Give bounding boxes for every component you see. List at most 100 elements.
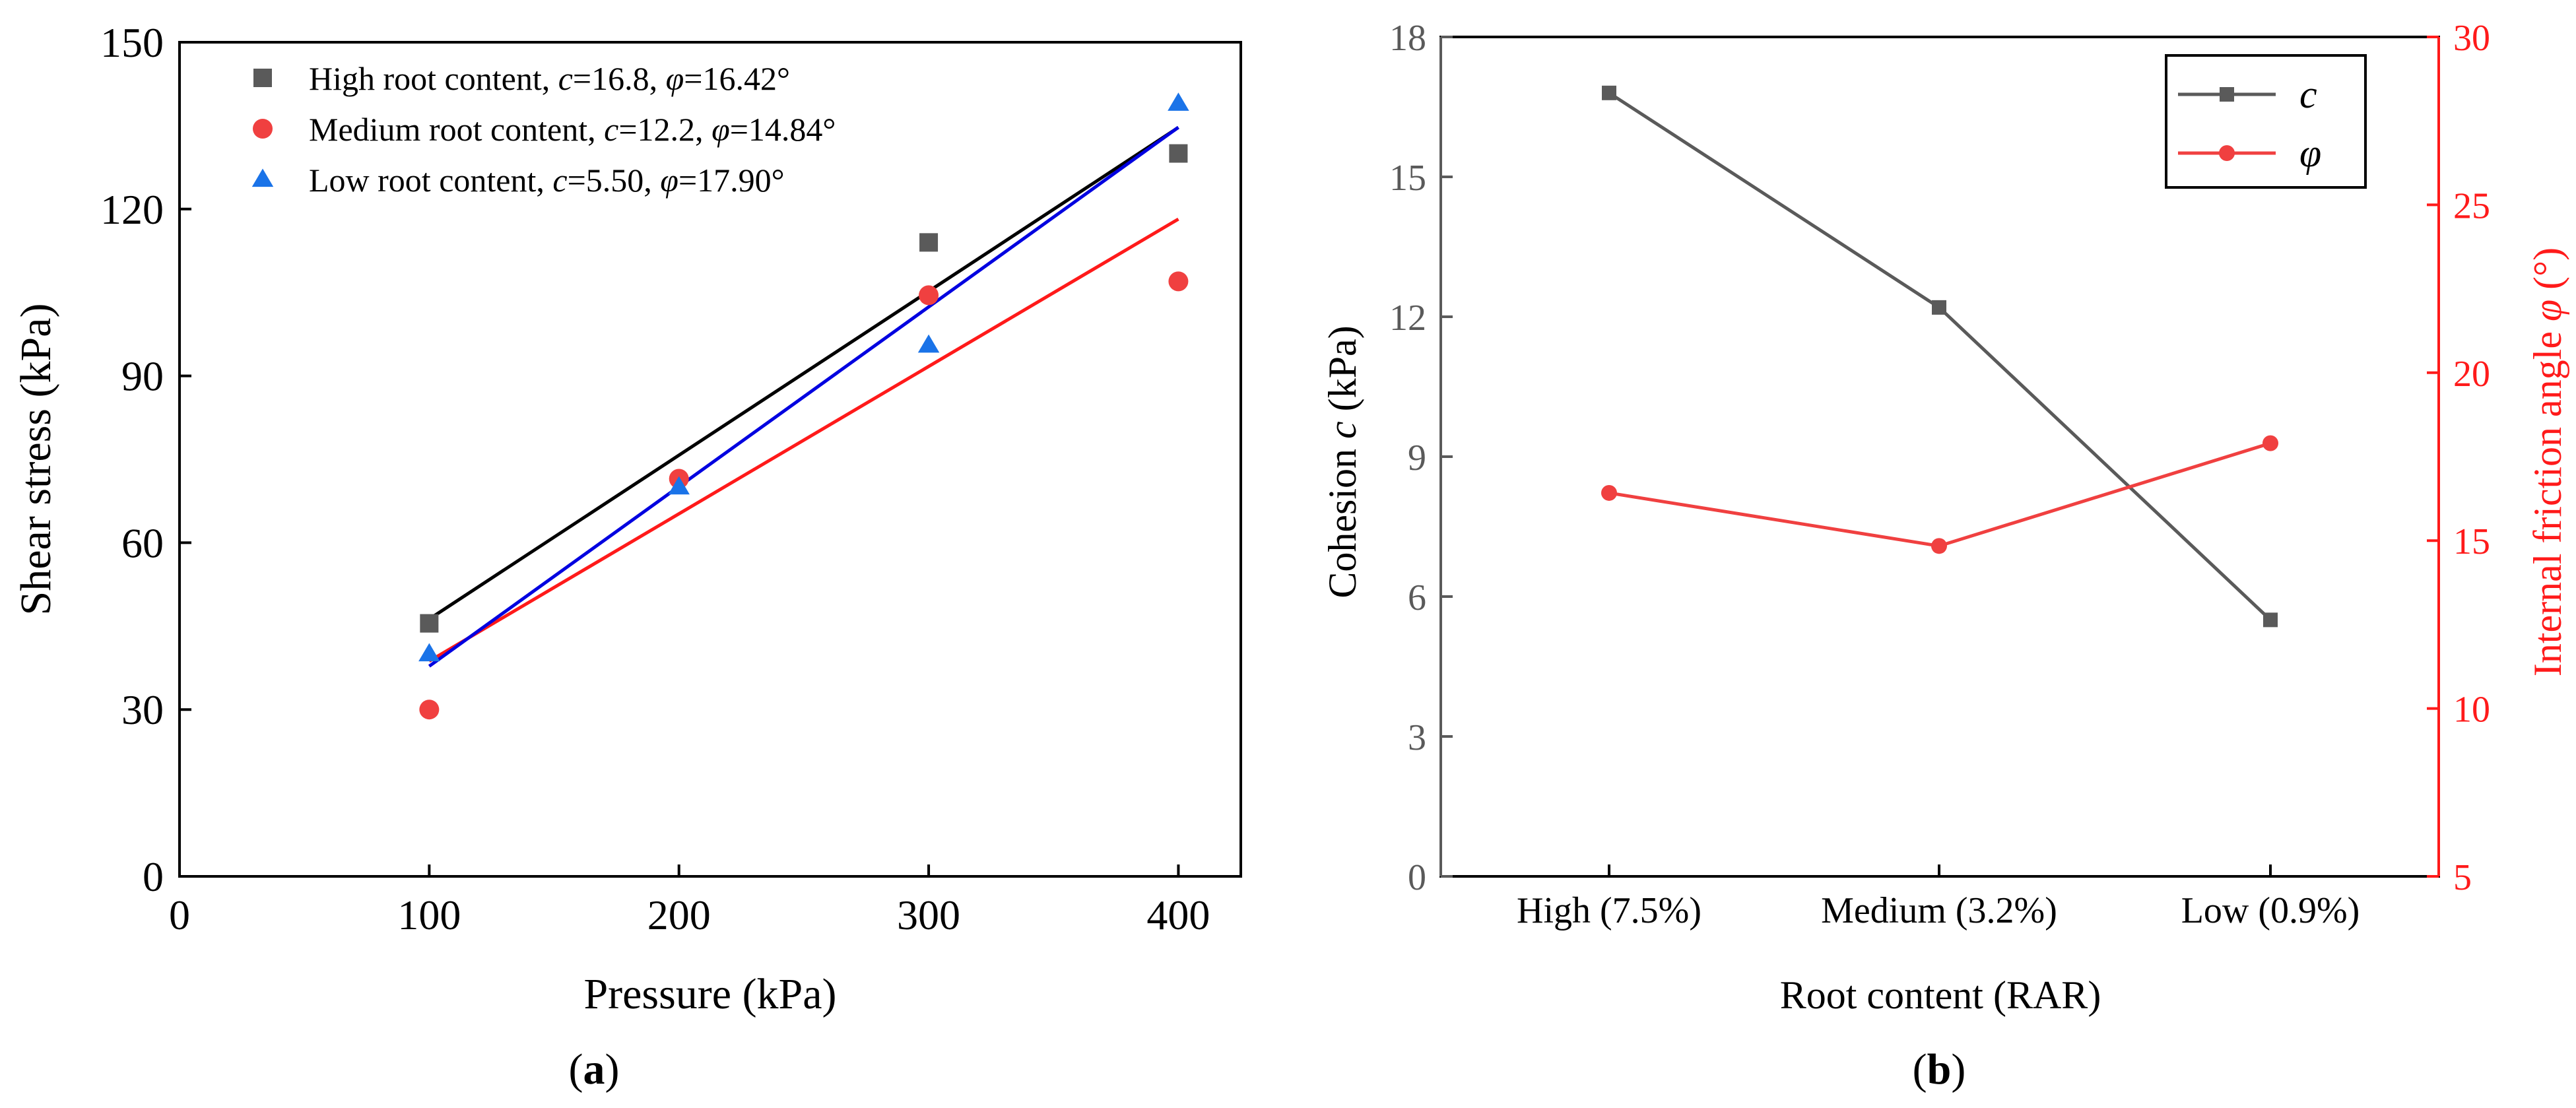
panel-a-legend-text-part: High root content,: [309, 60, 558, 97]
panel-a-legend-text-part: =5.50,: [568, 162, 661, 199]
panel-a-x-tick-label: 200: [647, 892, 711, 938]
panel-a-legend-text-part: =14.84°: [730, 111, 836, 148]
panel-b-left-y-tick-label: 15: [1389, 158, 1426, 199]
panel-a-x-tick-label: 0: [169, 892, 190, 938]
panel-a-legend-text-part: φ: [660, 162, 678, 199]
panel-a-legend-entry-medium: Medium root content, c=12.2, φ=14.84°: [309, 111, 836, 148]
panel-a-fit-line-high: [428, 126, 1179, 621]
panel-a-label: a: [583, 1045, 605, 1093]
panel-b-chart: 0 3 6 9 12 15 18 5 10 15 20 25 30 High (7.5%) Medium…: [1321, 18, 2569, 1093]
panel-b-point-phi: [1601, 484, 1617, 501]
panel-b-left-y-tick-label: 18: [1389, 18, 1426, 59]
panel-a-legend-text-part: =17.90°: [678, 162, 785, 199]
panel-a-legend-text-part: φ: [666, 60, 684, 97]
panel-b-right-y-title-symbol: φ: [2526, 300, 2569, 321]
panel-a-legend-entry-high: High root content, c=16.8, φ=16.42°: [309, 60, 790, 97]
panel-b-left-y-title-symbol: c: [1321, 421, 1364, 439]
panel-b-left-y-title-suffix: (kPa): [1321, 325, 1364, 421]
panel-a-x-axis-title: Pressure (kPa): [583, 970, 836, 1018]
panel-b-legend: cφ: [2165, 54, 2367, 189]
panel-b-legend-marker-c: [2220, 87, 2234, 102]
panel-b-point-phi: [2262, 435, 2278, 451]
panel-b-x-tick-label: High (7.5%): [1517, 890, 1701, 931]
panel-a-caption: (a): [569, 1045, 620, 1093]
panel-b-point-phi: [1931, 538, 1947, 554]
panel-a-legend-text-part: Medium root content,: [309, 111, 604, 148]
panel-a-y-ticks: 0 30 60 90 120 150: [100, 19, 191, 900]
panel-b-right-y-tick-label: 20: [2453, 354, 2490, 395]
panel-a-data-points: [418, 92, 1189, 720]
panel-a-legend-marker-low: [251, 168, 274, 187]
panel-a-point-high: [1169, 144, 1188, 163]
panel-a-point-high: [919, 233, 939, 252]
panel-a-legend-text-part: c: [552, 162, 567, 199]
panel-a-point-low: [418, 643, 440, 662]
panel-a-legend-text-part: =16.42°: [684, 60, 790, 97]
panel-b-left-y-tick-label: 0: [1408, 857, 1426, 898]
panel-b-right-y-title-suffix: (°): [2526, 247, 2569, 300]
panel-a-y-tick-label: 150: [100, 19, 164, 66]
panel-b-point-c: [1602, 85, 1616, 100]
panel-b-x-ticks: High (7.5%) Medium (3.2%) Low (0.9%): [1517, 864, 2360, 931]
panel-a-x-tick-label: 300: [897, 892, 960, 938]
panel-a-legend-text-part: φ: [711, 111, 730, 148]
panel-b-x-tick-label: Low (0.9%): [2181, 890, 2360, 931]
panel-a-y-tick-label: 30: [121, 686, 164, 733]
panel-a-fit-line-low: [428, 125, 1179, 668]
panel-b-right-y-tick-label: 15: [2453, 521, 2490, 562]
panel-b-right-y-title-prefix: Internal friction angle: [2526, 321, 2569, 676]
panel-b-caption: (b): [1913, 1045, 1966, 1093]
panel-a-y-tick-label: 120: [100, 186, 164, 233]
panel-b-right-y-tick-label: 10: [2453, 690, 2490, 731]
panel-b-right-y-tick-label: 25: [2453, 185, 2490, 226]
panel-b-point-c: [1932, 300, 1946, 315]
panel-a-x-tick-label: 100: [397, 892, 461, 938]
panel-a-legend-text-part: Low root content,: [309, 162, 552, 199]
panel-a-legend-text-part: c: [604, 111, 618, 148]
panel-a-legend-marker-medium: [253, 119, 273, 139]
panel-a-plot-frame: [178, 41, 1242, 878]
panel-a-point-medium: [419, 700, 440, 720]
panel-b-right-y-axis-title: Internal friction angle φ (°): [2526, 247, 2569, 676]
panel-a-y-axis-title: Shear stress (kPa): [12, 304, 60, 616]
panel-a-legend-text-part: =12.2,: [618, 111, 711, 148]
panel-a-legend-marker-high: [253, 69, 272, 87]
panel-a-legend: High root content, c=16.8, φ=16.42°Mediu…: [251, 60, 836, 199]
panel-b-right-y-tick-label: 5: [2453, 857, 2472, 898]
panel-a-point-medium: [919, 285, 939, 306]
panel-b-left-y-title-prefix: Cohesion: [1321, 439, 1364, 599]
panel-a-chart: 0 30 60 90 120 150 0 100 200 300 400 Pressure (kP…: [12, 19, 1242, 1093]
panel-a-point-low: [917, 334, 940, 353]
panel-b-legend-label-c: c: [2299, 73, 2317, 116]
panel-b-left-y-tick-label: 3: [1408, 717, 1426, 758]
panel-a-x-ticks: 0 100 200 300 400: [169, 864, 1210, 938]
panel-a-y-tick-label: 60: [121, 519, 164, 566]
panel-b-series: [1601, 85, 2278, 628]
panel-b-legend-label-phi: φ: [2299, 131, 2321, 175]
panel-a-x-tick-label: 400: [1146, 892, 1210, 938]
panel-b-left-y-tick-label: 6: [1408, 577, 1426, 618]
panel-a-legend-text-part: c: [558, 60, 573, 97]
panel-a-point-medium: [1168, 271, 1189, 292]
panel-b-line-phi: [1608, 441, 2271, 548]
panel-a-point-high: [420, 614, 439, 633]
panel-b-label: b: [1927, 1045, 1952, 1093]
panel-a-point-low: [1168, 92, 1189, 111]
panel-a-legend-entry-low: Low root content, c=5.50, φ=17.90°: [309, 162, 785, 199]
panel-a-fit-line-medium: [428, 217, 1179, 663]
panel-b-x-tick-label: Medium (3.2%): [1821, 890, 2057, 931]
panel-b-right-y-ticks: 5 10 15 20 25 30: [2427, 18, 2490, 898]
panel-b-left-y-ticks: 0 3 6 9 12 15 18: [1389, 18, 1453, 898]
panel-b-right-y-tick-label: 30: [2453, 18, 2490, 59]
panel-a-y-tick-label: 90: [121, 353, 164, 400]
panel-a-fit-lines: [428, 125, 1179, 668]
panel-b-legend-box: [2165, 54, 2367, 189]
panel-a-y-tick-label: 0: [143, 853, 164, 900]
panel-a-point-low: [668, 476, 690, 495]
panel-b-x-axis-title: Root content (RAR): [1780, 973, 2101, 1017]
panel-b-point-c: [2263, 612, 2278, 628]
panel-b-left-y-tick-label: 9: [1408, 438, 1426, 478]
panel-a-legend-text-part: =16.8,: [573, 60, 666, 97]
